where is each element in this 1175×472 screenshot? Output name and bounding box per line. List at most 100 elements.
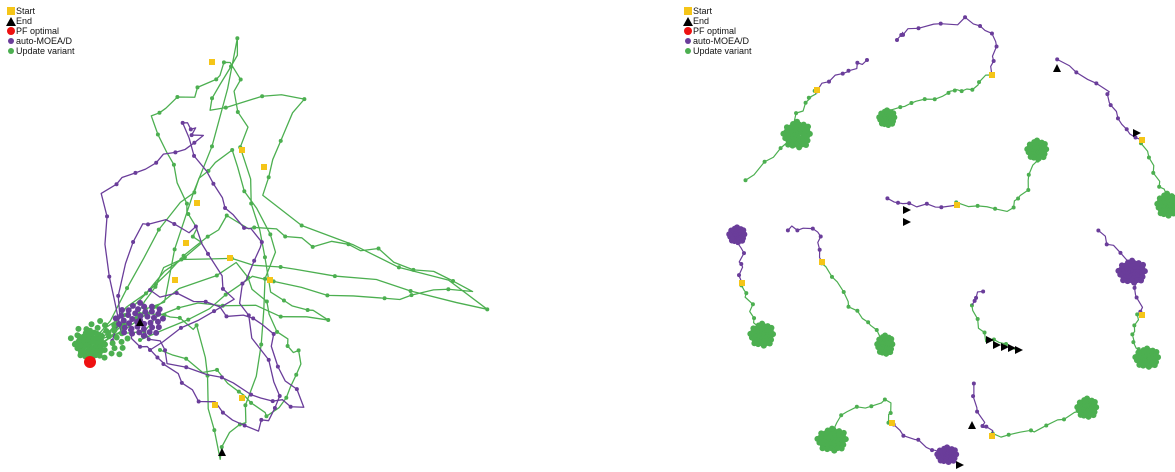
cluster-point (768, 324, 775, 331)
solution-point (810, 226, 815, 231)
solution-point (219, 375, 224, 380)
update-variant-cluster (1154, 190, 1175, 219)
solution-point (841, 289, 846, 294)
cluster-point (1144, 345, 1151, 352)
update-variant-trajectory (98, 261, 302, 417)
solution-point (826, 79, 831, 84)
solution-point (332, 274, 337, 279)
solution-point (939, 205, 944, 210)
solution-point (215, 367, 220, 372)
solution-point (963, 15, 968, 20)
solution-point (977, 80, 982, 85)
solution-point (249, 392, 254, 397)
cluster-point (951, 447, 958, 454)
solution-point (739, 262, 744, 267)
update-variant-cluster (814, 425, 849, 454)
solution-point (224, 213, 229, 218)
solution-point (181, 253, 186, 258)
end-marker (218, 448, 226, 456)
solution-point (1133, 135, 1138, 140)
cluster-point (1093, 404, 1100, 411)
solution-point (972, 298, 977, 303)
solution-point (1074, 70, 1079, 75)
solution-point (980, 423, 985, 428)
cluster-point (838, 445, 845, 452)
end-marker (136, 318, 144, 326)
auto-moead-cluster (1115, 257, 1148, 286)
cluster-point (944, 444, 951, 451)
cluster-point (132, 310, 139, 317)
solution-point (259, 417, 264, 422)
cluster-point (154, 318, 161, 325)
solution-point (959, 89, 964, 94)
start-marker (819, 259, 825, 265)
auto-moead-dot-icon (8, 38, 14, 44)
solution-point (839, 413, 844, 418)
solution-point (171, 162, 176, 167)
auto-moead-trajectory (816, 59, 868, 92)
solution-point (806, 95, 811, 100)
cluster-point (153, 329, 160, 336)
solution-point (186, 212, 191, 217)
cluster-point (750, 325, 757, 332)
legend-entry-auto-moead: auto-MOEA/D (6, 36, 75, 46)
legend-label-pf-optimal: PF optimal (693, 26, 737, 36)
solution-point (916, 437, 921, 442)
start-marker (239, 395, 245, 401)
pf-optimal-circle-icon (7, 27, 15, 35)
solution-point (310, 244, 315, 249)
update-variant-points (92, 213, 456, 348)
end-marker (993, 341, 1001, 349)
cluster-point (101, 322, 108, 329)
solution-point (1026, 188, 1031, 193)
cluster-point (156, 306, 163, 313)
solution-point (156, 227, 161, 232)
cluster-point (950, 457, 957, 464)
solution-point (302, 97, 307, 102)
solution-point (223, 292, 228, 297)
start-marker (954, 202, 960, 208)
solution-point (978, 23, 983, 28)
cluster-point (760, 342, 767, 349)
solution-point (1146, 155, 1151, 160)
solution-point (251, 316, 256, 321)
solution-point (898, 105, 903, 110)
cluster-point (113, 334, 120, 341)
legend-left: Start End PF optimal auto-MOEA/D Update … (6, 6, 75, 56)
solution-point (817, 247, 822, 252)
cluster-point (747, 330, 754, 337)
cluster-point (140, 332, 147, 339)
cluster-point (118, 338, 125, 345)
cluster-point (1041, 141, 1048, 148)
solution-point (296, 348, 301, 353)
cluster-point (100, 340, 107, 347)
cluster-point (119, 306, 126, 313)
legend-label-start: Start (16, 6, 36, 16)
cluster-point (1131, 279, 1138, 286)
solution-point (223, 105, 228, 110)
solution-point (741, 251, 746, 256)
solution-point (210, 96, 215, 101)
solution-point (1062, 417, 1067, 422)
cluster-point (890, 110, 897, 117)
cluster-point (109, 340, 116, 347)
solution-point (272, 405, 277, 410)
cluster-point (818, 430, 825, 437)
solution-point (840, 71, 845, 76)
end-marker (986, 336, 994, 344)
solution-point (271, 331, 276, 336)
legend-entry-auto-moead: auto-MOEA/D (683, 36, 752, 46)
legend-label-pf-optimal: PF optimal (16, 26, 60, 36)
cluster-point (94, 324, 101, 331)
solution-point (854, 404, 859, 409)
cluster-point (155, 310, 162, 317)
update-variant-trajectory (99, 61, 329, 346)
solution-point (190, 234, 195, 239)
update-variant-cluster (1132, 345, 1162, 370)
cluster-point (1040, 154, 1047, 161)
legend-right: Start End PF optimal auto-MOEA/D Update … (683, 6, 752, 56)
cluster-point (1145, 363, 1152, 370)
cluster-point (1076, 399, 1083, 406)
update-variant-cluster (1074, 395, 1100, 420)
cluster-point (111, 345, 118, 352)
